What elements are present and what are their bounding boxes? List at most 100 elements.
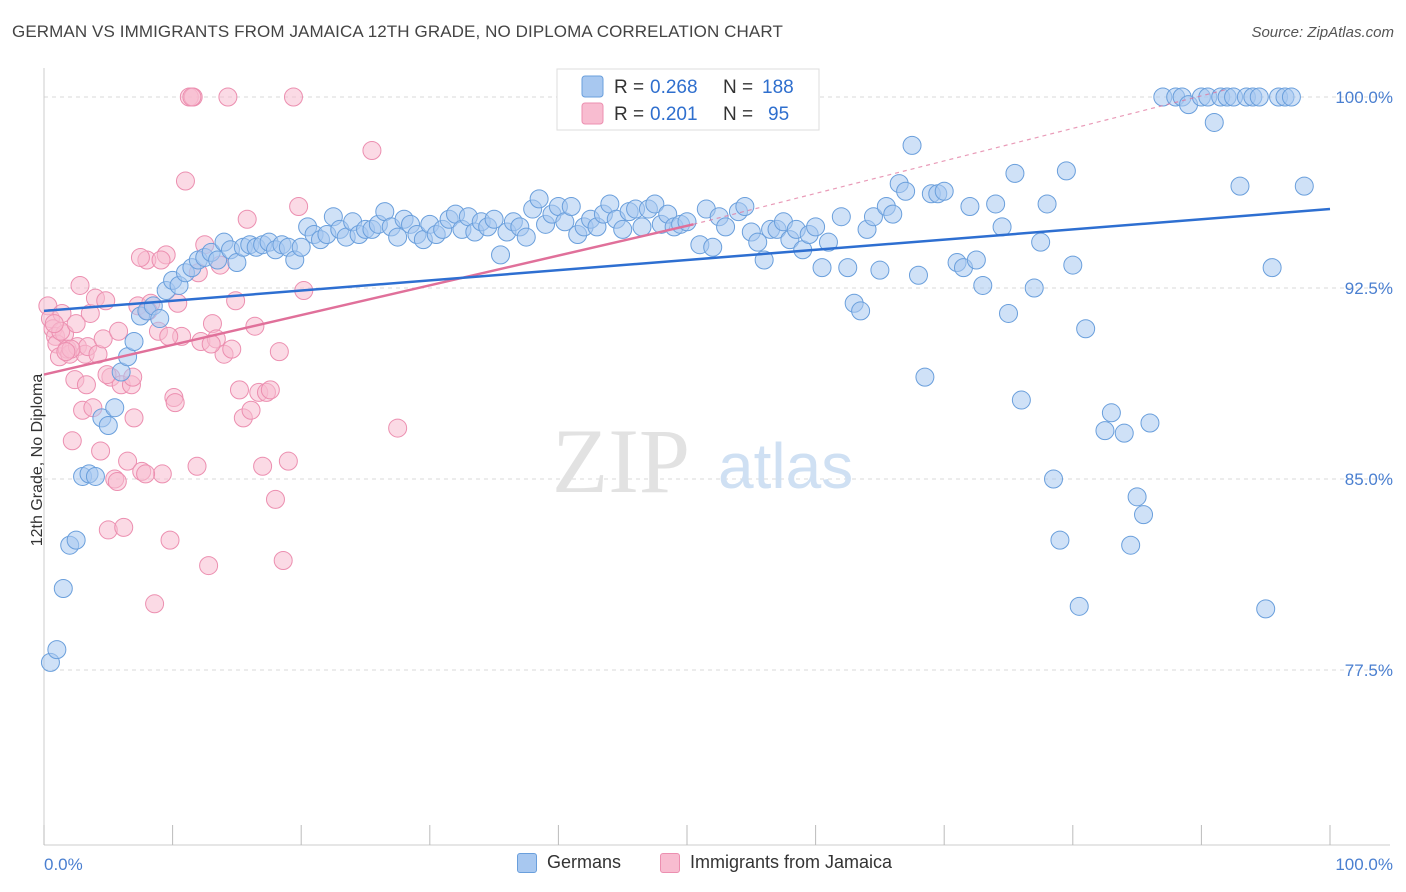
jamaica-point-70 <box>273 550 293 570</box>
grid-lines <box>44 96 1390 671</box>
watermark-zip: ZIP <box>552 410 690 512</box>
germans-point-126 <box>870 260 890 280</box>
tick-labels: 77.5% 85.0% 92.5% 100.0% 0.0% 100.0% <box>44 88 1393 874</box>
jamaica-point-21 <box>91 441 111 461</box>
legend-n-value-2: 95 <box>768 104 789 125</box>
jamaica-point-88 <box>107 472 127 492</box>
jamaica-point-29 <box>114 517 134 537</box>
germans-point-94 <box>645 194 665 214</box>
germans-point-109 <box>754 250 774 270</box>
jamaica-point-90 <box>44 314 64 334</box>
germans-point-160 <box>1127 487 1147 507</box>
germans-point-154 <box>1069 596 1089 616</box>
germans-point-131 <box>902 135 922 155</box>
germans-point-144 <box>999 303 1018 323</box>
jamaica-point-84 <box>165 393 185 413</box>
jamaica-point-69 <box>269 342 289 362</box>
germans-point-26 <box>208 250 228 270</box>
germans-point-139 <box>960 197 980 217</box>
germans-point-125 <box>863 207 883 227</box>
germans-point-130 <box>896 181 916 201</box>
axes <box>43 68 1390 846</box>
jamaica-point-94 <box>159 326 179 346</box>
germans-point-123 <box>851 301 871 321</box>
germans-point-10 <box>105 398 125 418</box>
jamaica-point-76 <box>388 418 408 438</box>
watermark-atlas: atlas <box>718 430 853 502</box>
germans-point-76 <box>529 189 549 209</box>
jamaica-point-48 <box>187 456 207 476</box>
germans-point-7 <box>85 466 105 486</box>
germans-point-156 <box>1095 421 1115 441</box>
germans-point-74 <box>516 227 536 247</box>
germans-point-177 <box>1256 599 1276 619</box>
jamaica-point-56 <box>218 87 238 107</box>
germans-point-119 <box>818 232 838 252</box>
jamaica-point-77 <box>130 247 150 267</box>
jamaica-point-22 <box>93 329 113 349</box>
legend-n-label-1: N = <box>723 77 753 98</box>
jamaica-point-89 <box>182 87 202 107</box>
jamaica-trend-extension <box>693 88 1228 225</box>
germans-point-140 <box>966 250 986 270</box>
germans-point-70 <box>491 245 511 265</box>
jamaica-point-61 <box>237 209 257 229</box>
jamaica-point-27 <box>109 321 129 341</box>
watermark: ZIP atlas <box>552 410 853 512</box>
jamaica-point-93 <box>136 464 156 484</box>
legend-r-value-1: 0.268 <box>650 77 698 98</box>
germans-point-1 <box>47 640 67 660</box>
germans-trend-line <box>43 207 1331 313</box>
jamaica-point-75 <box>362 140 382 160</box>
germans-point-106 <box>735 197 755 217</box>
germans-point-54 <box>388 227 408 247</box>
jamaica-point-71 <box>278 451 298 471</box>
jamaica-point-45 <box>175 171 195 191</box>
y-tick-label-0: 77.5% <box>1345 661 1393 680</box>
germans-point-141 <box>973 275 993 295</box>
germans-point-162 <box>1140 413 1160 433</box>
jamaica-point-92 <box>66 314 86 334</box>
germans-point-69 <box>484 209 504 229</box>
germans-point-2 <box>53 579 73 599</box>
legend-swatch-pink <box>581 102 604 125</box>
germans-point-133 <box>915 367 935 387</box>
jamaica-point-51 <box>199 556 219 576</box>
legend-item-germans: Germans <box>517 852 621 873</box>
germans-point-158 <box>1114 423 1134 443</box>
y-tick-label-3: 100.0% <box>1335 88 1393 107</box>
germans-point-104 <box>716 217 736 237</box>
germans-point-145 <box>1005 163 1025 183</box>
jamaica-point-72 <box>283 87 303 107</box>
legend-swatch-jamaica <box>660 852 680 873</box>
germans-point-89 <box>613 219 633 239</box>
jamaica-point-10 <box>62 431 82 451</box>
legend-r-value-2: 0.201 <box>650 104 698 125</box>
germans-point-102 <box>703 237 723 257</box>
germans-point-117 <box>806 217 826 237</box>
series-germans-points <box>40 87 1314 672</box>
germans-point-155 <box>1076 319 1096 339</box>
y-tick-label-2: 92.5% <box>1345 279 1393 298</box>
germans-point-17 <box>150 309 170 329</box>
jamaica-point-30 <box>118 451 138 471</box>
legend-label-jamaica: Immigrants from Jamaica <box>690 852 893 872</box>
germans-point-176 <box>1249 87 1269 107</box>
legend-item-jamaica: Immigrants from Jamaica <box>660 852 892 873</box>
germans-point-152 <box>1056 161 1076 181</box>
legend-r-label-1: R = <box>614 77 644 98</box>
jamaica-point-80 <box>76 375 96 395</box>
trend-lines <box>43 88 1331 376</box>
legend-n-value-1: 188 <box>762 77 794 98</box>
germans-point-143 <box>992 217 1012 237</box>
legend-r-label-2: R = <box>614 104 644 125</box>
jamaica-trend-line <box>43 223 694 376</box>
germans-point-157 <box>1101 403 1121 423</box>
germans-point-161 <box>1134 505 1154 525</box>
germans-point-120 <box>831 207 851 227</box>
source-label: Source: ZipAtlas.com <box>1251 24 1394 41</box>
jamaica-point-13 <box>70 275 90 295</box>
germans-point-181 <box>1281 87 1301 107</box>
germans-point-121 <box>838 258 858 278</box>
